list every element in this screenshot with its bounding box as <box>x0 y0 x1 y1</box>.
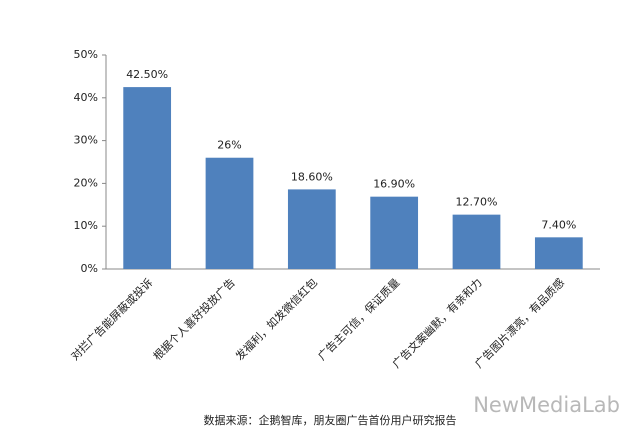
bar <box>123 87 172 269</box>
x-tick-label: 广告主可信，保证质量 <box>315 275 403 363</box>
bar <box>534 237 583 269</box>
watermark: NewMediaLab <box>473 393 620 417</box>
bar <box>452 214 501 269</box>
y-tick-label: 30% <box>74 134 98 147</box>
value-label: 26% <box>217 139 241 152</box>
x-tick-label: 发福利，如发微信红包 <box>232 275 320 363</box>
bar <box>205 157 254 269</box>
value-label: 18.60% <box>291 170 333 183</box>
value-label: 16.90% <box>373 178 415 191</box>
bar <box>370 196 419 269</box>
source-note: 数据来源：企鹅智库，朋友圈广告首份用户研究报告 <box>204 413 457 427</box>
value-label: 12.70% <box>456 196 498 209</box>
y-tick-label: 0% <box>81 262 98 275</box>
x-tick-label: 广告图片漂亮，有品质感 <box>472 275 567 370</box>
y-tick-label: 20% <box>74 176 98 189</box>
x-tick-label: 广告文案幽默，有亲和力 <box>389 275 484 370</box>
x-tick-label: 对拦广告能屏蔽或投诉 <box>68 275 156 363</box>
y-tick-label: 50% <box>74 48 98 61</box>
y-tick-label: 40% <box>74 91 98 104</box>
value-label: 7.40% <box>541 218 576 231</box>
x-tick-label: 根据个人喜好投放广告 <box>150 275 238 363</box>
y-tick-label: 10% <box>74 219 98 232</box>
value-label: 42.50% <box>126 68 168 81</box>
bar <box>287 189 336 269</box>
